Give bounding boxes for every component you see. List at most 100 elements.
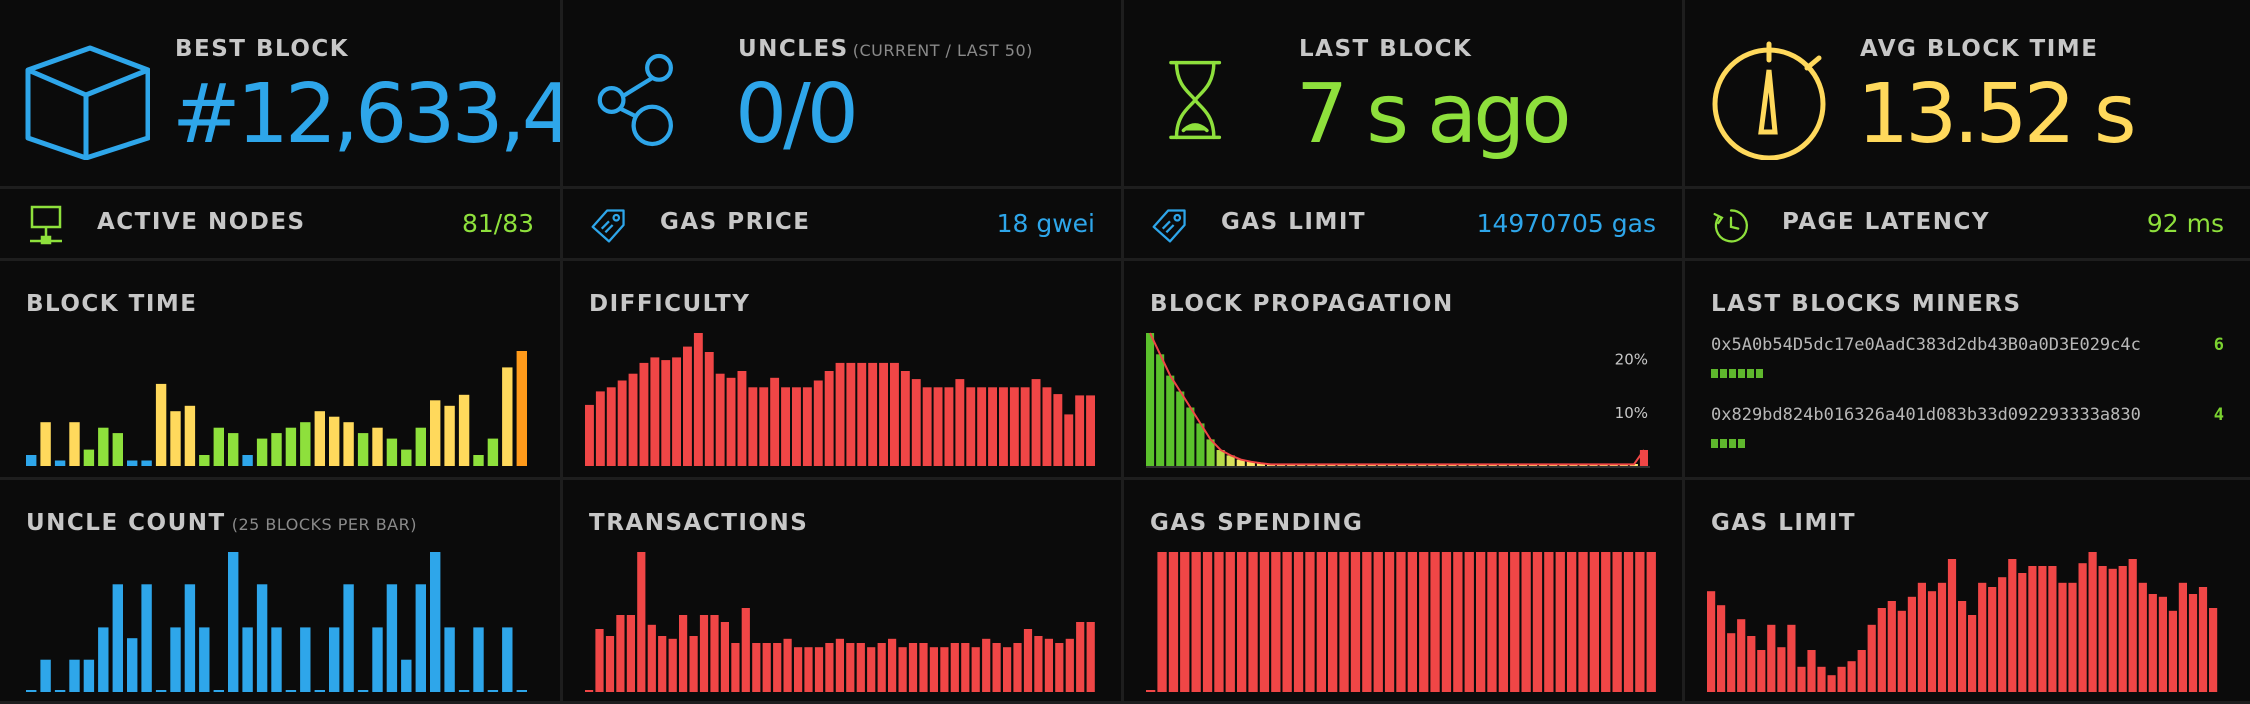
chart-bar[interactable] <box>877 643 886 692</box>
chart-bar[interactable] <box>329 627 340 692</box>
chart-bar[interactable] <box>814 647 824 692</box>
chart-bar[interactable] <box>473 455 484 466</box>
chart-bar[interactable] <box>1498 552 1508 692</box>
chart-bar[interactable] <box>647 624 656 692</box>
chart-bar[interactable] <box>1180 552 1190 692</box>
chart-bar[interactable] <box>824 371 834 466</box>
chart-bar[interactable] <box>1897 610 1906 692</box>
chart-bar[interactable] <box>762 643 771 692</box>
chart-bar[interactable] <box>1635 552 1645 692</box>
chart-bar[interactable] <box>83 659 95 692</box>
chart-bar[interactable] <box>1612 552 1622 692</box>
chart-bar[interactable] <box>1521 552 1531 692</box>
chart-bar[interactable] <box>2168 610 2177 692</box>
chart-bar[interactable] <box>69 422 80 466</box>
chart-bar[interactable] <box>1256 463 1265 466</box>
chart-bar[interactable] <box>846 643 855 692</box>
chart-bar[interactable] <box>285 690 297 692</box>
chart-bar[interactable] <box>940 647 949 692</box>
chart-bar[interactable] <box>386 584 398 692</box>
chart-bar[interactable] <box>2058 582 2067 692</box>
chart-bar[interactable] <box>637 552 646 692</box>
chart-bar[interactable] <box>1567 552 1577 692</box>
chart-bar[interactable] <box>54 690 66 692</box>
chart-bar[interactable] <box>2098 566 2107 692</box>
chart-bar[interactable] <box>955 379 965 466</box>
chart-bar[interactable] <box>794 647 803 692</box>
chart-bar[interactable] <box>401 659 412 692</box>
chart-bar[interactable] <box>726 377 736 466</box>
chart-bar[interactable] <box>300 627 311 692</box>
chart-bar[interactable] <box>1767 624 1776 692</box>
chart-bar[interactable] <box>661 360 671 466</box>
chart-bar[interactable] <box>802 387 812 466</box>
chart-bar[interactable] <box>155 383 167 466</box>
chart-bar[interactable] <box>1168 552 1179 692</box>
chart-bar[interactable] <box>1532 552 1543 692</box>
chart-bar[interactable] <box>213 427 224 466</box>
chart-bar[interactable] <box>458 394 470 466</box>
chart-bar[interactable] <box>605 636 615 692</box>
chart-bar[interactable] <box>1086 395 1095 466</box>
chart-bar[interactable] <box>699 615 709 692</box>
chart-bar[interactable] <box>813 380 823 467</box>
chart-bar[interactable] <box>1305 552 1315 692</box>
chart-bar[interactable] <box>1248 552 1258 692</box>
chart-bar[interactable] <box>2148 594 2157 692</box>
chart-bar[interactable] <box>770 377 780 466</box>
chart-bar[interactable] <box>1044 638 1053 692</box>
chart-bar[interactable] <box>835 362 845 466</box>
chart-bar[interactable] <box>1362 552 1372 692</box>
chart-bar[interactable] <box>1827 675 1836 692</box>
chart-bar[interactable] <box>781 387 790 466</box>
chart-bar[interactable] <box>170 411 181 466</box>
chart-bar[interactable] <box>1947 559 1957 692</box>
miner-address[interactable]: 0x829bd824b016326a401d083b33d092293333a8… <box>1711 405 2141 425</box>
chart-bar[interactable] <box>458 690 470 692</box>
chart-bar[interactable] <box>792 387 801 466</box>
chart-bar[interactable] <box>2078 563 2087 692</box>
chart-bar[interactable] <box>415 584 426 692</box>
chart-bar[interactable] <box>1578 552 1588 692</box>
chart-bar[interactable] <box>199 455 210 466</box>
chart-bar[interactable] <box>1237 552 1247 692</box>
chart-bar[interactable] <box>2048 566 2057 692</box>
chart-bar[interactable] <box>1737 619 1746 692</box>
chart-bar[interactable] <box>141 460 152 467</box>
chart-bar[interactable] <box>285 427 297 466</box>
chart-bar[interactable] <box>606 387 616 466</box>
chart-bar[interactable] <box>1937 582 1947 692</box>
chart-bar[interactable] <box>1146 333 1155 466</box>
chart-bar[interactable] <box>314 690 325 692</box>
chart-bar[interactable] <box>961 643 970 692</box>
chart-bar[interactable] <box>1339 552 1349 692</box>
chart-bar[interactable] <box>992 643 1001 692</box>
chart-bar[interactable] <box>679 615 688 692</box>
chart-bar[interactable] <box>1407 552 1417 692</box>
chart-bar[interactable] <box>26 690 37 692</box>
chart-bar[interactable] <box>1316 552 1326 692</box>
chart-bar[interactable] <box>357 690 369 692</box>
chart-bar[interactable] <box>141 584 152 692</box>
chart-bar[interactable] <box>1958 601 1967 692</box>
chart-bar[interactable] <box>372 427 383 466</box>
chart-bar[interactable] <box>487 690 499 692</box>
chart-bar[interactable] <box>1031 379 1041 466</box>
chart-bar[interactable] <box>1246 461 1255 466</box>
chart-bar[interactable] <box>616 615 625 692</box>
chart-bar[interactable] <box>184 405 196 466</box>
chart-bar[interactable] <box>83 449 95 466</box>
chart-bar[interactable] <box>710 615 719 692</box>
chart-bar[interactable] <box>228 433 239 466</box>
chart-bar[interactable] <box>1917 582 1926 692</box>
chart-bar[interactable] <box>1206 439 1215 466</box>
chart-bar[interactable] <box>127 460 138 467</box>
chart-bar[interactable] <box>1086 622 1095 692</box>
chart-bar[interactable] <box>658 636 667 692</box>
chart-bar[interactable] <box>783 638 792 692</box>
chart-bar[interactable] <box>1202 552 1213 692</box>
chart-bar[interactable] <box>401 449 412 466</box>
chart-bar[interactable] <box>1717 605 1726 692</box>
chart-bar[interactable] <box>1064 414 1074 466</box>
chart-bar[interactable] <box>2158 596 2167 692</box>
